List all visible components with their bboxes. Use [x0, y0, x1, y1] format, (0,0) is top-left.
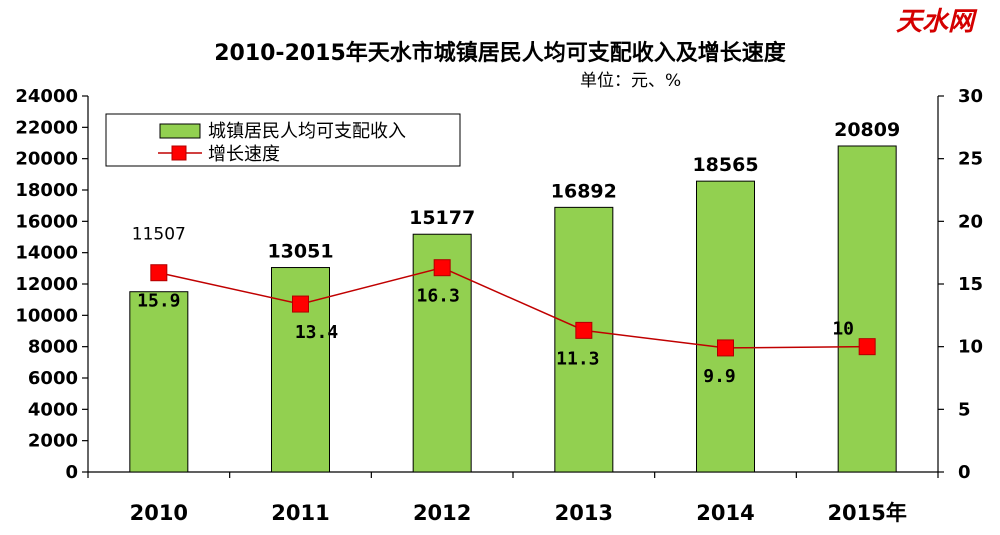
line-marker	[717, 339, 734, 357]
x-tick-label: 2012	[413, 501, 471, 525]
line-data-label: 13.4	[295, 322, 339, 343]
y-right-tick-label: 25	[958, 149, 983, 170]
y-left-tick-label: 14000	[15, 243, 78, 264]
y-left-tick-label: 10000	[15, 305, 78, 326]
bar-data-label: 16892	[551, 180, 617, 202]
x-tick-label: 2013	[555, 501, 613, 525]
y-left-tick-label: 20000	[15, 149, 78, 170]
bar-labels: 11507 13051 15177 16892 18565 20809	[132, 119, 900, 263]
axes: 0 2000 4000 6000 8000 10000 12000 14000 16000 180…	[15, 86, 983, 483]
bar	[696, 180, 755, 473]
legend-line-label: 增长速度	[208, 144, 280, 165]
line-data-label: 9.9	[703, 366, 736, 387]
y-left-tick-label: 16000	[15, 211, 78, 232]
y-left-tick-label: 0	[65, 462, 78, 483]
line-labels: 15.9 13.4 16.3 11.3 9.9 10	[137, 286, 854, 387]
bar-data-label: 18565	[692, 154, 758, 176]
x-tick-label: 2015年	[827, 501, 906, 525]
bar-data-label: 13051	[267, 241, 333, 263]
growth-line	[158, 266, 868, 349]
bar-data-label: 11507	[132, 225, 186, 245]
y-left-tick-label: 6000	[28, 368, 78, 389]
y-right-tick-label: 15	[958, 274, 983, 295]
x-axis-ticks: 2010 2011 2012 2013 2014 2015年	[130, 501, 907, 525]
bar	[554, 206, 614, 473]
legend-bar-label: 城镇居民人均可支配收入	[208, 121, 406, 142]
bar-data-label: 15177	[409, 207, 475, 229]
line-data-label: 10	[832, 319, 854, 340]
line-data-label: 11.3	[556, 348, 599, 369]
line-marker	[150, 264, 168, 282]
line-data-label: 16.3	[416, 286, 459, 307]
line-marker	[575, 321, 593, 339]
chart-unit: 单位：元、%	[580, 71, 681, 91]
y-right-tick-label: 10	[958, 337, 983, 358]
bar-series	[129, 145, 897, 473]
line-series	[150, 259, 876, 357]
y-right-tick-label: 0	[958, 462, 971, 483]
watermark-logo: 天水网	[896, 7, 978, 37]
watermark: 天水网	[896, 7, 978, 37]
y-right-tick-label: 5	[958, 399, 971, 420]
line-marker	[858, 338, 876, 356]
y-left-tick-label: 22000	[15, 117, 78, 138]
bar	[129, 291, 189, 473]
legend-bar-swatch	[159, 123, 201, 139]
x-tick-label: 2010	[130, 501, 188, 525]
legend-box	[105, 113, 461, 167]
y-left-tick-label: 18000	[15, 180, 78, 201]
line-marker	[292, 295, 309, 313]
bar	[837, 145, 897, 473]
chart-title: 2010-2015年天水市城镇居民人均可支配收入及增长速度	[214, 40, 787, 66]
y-right-tick-label: 30	[958, 86, 983, 107]
x-tick-label: 2014	[696, 501, 754, 525]
x-tick-label: 2011	[271, 501, 329, 525]
y-left-tick-label: 24000	[15, 86, 78, 107]
y-left-tick-label: 12000	[15, 274, 78, 295]
bar-data-label: 20809	[834, 119, 900, 141]
legend-line-marker	[171, 145, 187, 161]
y-left-tick-label: 8000	[28, 337, 78, 358]
line-data-label: 15.9	[137, 291, 180, 312]
y-left-tick-label: 2000	[28, 431, 78, 452]
line-marker	[433, 259, 451, 277]
y-left-tick-label: 4000	[28, 399, 78, 420]
y-right-tick-label: 20	[958, 211, 983, 232]
